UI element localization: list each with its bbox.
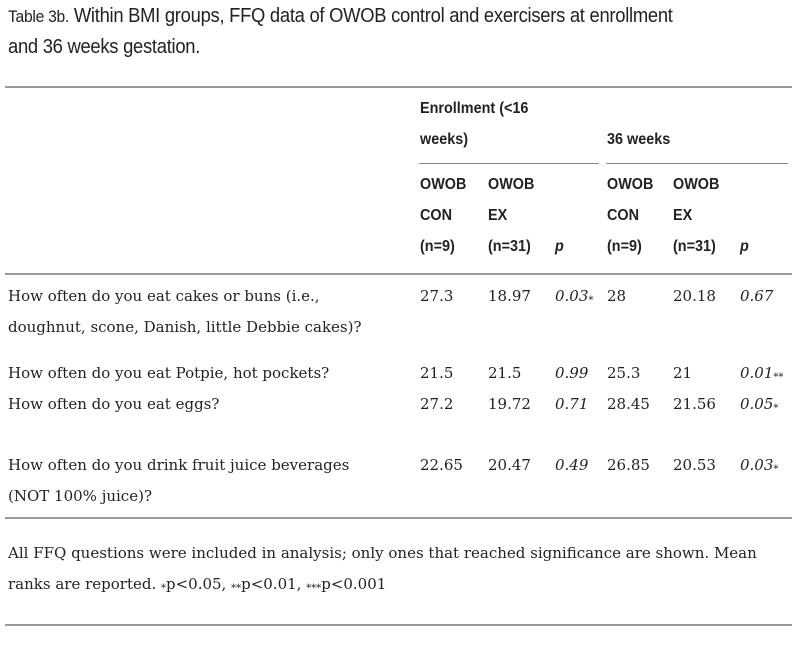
question-text: How often do you drink fruit juice bever… [8,456,350,474]
mean-rank: 20.18 [673,286,716,306]
cell-value: 0.99 [555,364,589,382]
mean-rank: 28 [607,286,626,306]
group-rule-2 [606,163,788,164]
cell-value: 26.85 [607,456,650,474]
cell-value: 0.03 [740,456,774,474]
footnote-text: p<0.05, [165,575,232,593]
cell-value: 19.72 [488,395,531,413]
mean-rank: 21.5 [488,363,521,383]
question-text: How often do you eat eggs? [8,395,220,413]
mean-rank: 27.3 [420,286,453,306]
end-rule [5,624,792,626]
p-value: 0.03* [740,455,778,480]
cell-value: 20.47 [488,456,531,474]
mean-rank: 22.65 [420,455,463,475]
column-header: (n=9) [607,238,642,255]
question-text: (NOT 100% juice)? [8,487,152,505]
mean-rank: 21 [673,363,692,383]
cell-value: 0.67 [740,287,774,305]
column-header: CON [607,207,640,224]
footnote-text: ranks are reported. [8,575,161,593]
cell-value: 27.2 [420,395,454,413]
footnote-text: p<0.001 [321,575,387,593]
cell-value: 0.71 [555,395,589,413]
sig-marker: *** [306,583,322,594]
cell-value: 0.01 [740,364,774,382]
p-value: 0.01** [740,363,783,388]
caption-text-2: and 36 weeks gestation. [8,36,201,58]
p-value: 0.03* [555,286,593,311]
sig-marker: ** [773,372,784,383]
p-value: 0.67 [740,286,773,306]
cell-value: 27.3 [420,287,454,305]
column-header: CON [420,207,453,224]
cell-value: 28.45 [607,395,650,413]
cell-value: 0.03 [555,287,589,305]
p-value: 0.49 [555,455,588,475]
cell-value: 25.3 [607,364,641,382]
column-header: EX [673,207,693,224]
column-header: p [740,238,749,255]
column-header: p [555,238,564,255]
question-text: doughnut, scone, Danish, little Debbie c… [8,318,362,336]
top-rule [5,86,792,88]
p-value: 0.05* [740,394,778,419]
question-text: How often do you eat cakes or buns (i.e.… [8,287,320,305]
cell-value: 18.97 [488,287,531,305]
sig-marker: * [773,403,779,414]
mean-rank: 28.45 [607,394,650,414]
column-header: EX [488,207,508,224]
cell-value: 20.53 [673,456,716,474]
mean-rank: 27.2 [420,394,453,414]
mean-rank: 18.97 [488,286,531,306]
mean-rank: 25.3 [607,363,640,383]
caption-label: Table 3b. [8,7,69,26]
footnote-line-1: All FFQ questions were included in analy… [8,544,757,562]
p-value: 0.99 [555,363,588,383]
column-header: (n=31) [673,238,716,255]
sig-marker: * [773,464,779,475]
column-header: OWOB [607,176,654,193]
mean-rank: 20.53 [673,455,716,475]
footnote-text: p<0.01, [241,575,307,593]
column-header: (n=9) [420,238,455,255]
column-header: (n=31) [488,238,531,255]
table-caption: Table 3b. Within BMI groups, FFQ data of… [8,6,673,27]
group-rule-1 [419,163,599,164]
sig-marker: ** [231,583,242,594]
cell-value: 21.56 [673,395,716,413]
bottom-rule [5,517,792,519]
column-header: OWOB [420,176,467,193]
sig-marker: * [160,583,166,594]
cell-value: 21.5 [420,364,454,382]
mean-rank: 26.85 [607,455,650,475]
cell-value: 22.65 [420,456,463,474]
footnote-line-2: ranks are reported. *p<0.05, **p<0.01, *… [8,574,386,599]
question-text: How often do you eat Potpie, hot pockets… [8,364,330,382]
cell-value: 21 [673,364,693,382]
mean-rank: 21.56 [673,394,716,414]
header-rule [5,273,792,275]
group-header-enrollment-2: weeks) [420,131,469,148]
cell-value: 28 [607,287,627,305]
cell-value: 0.49 [555,456,589,474]
cell-value: 20.18 [673,287,716,305]
sig-marker: * [588,295,594,306]
cell-value: 21.5 [488,364,522,382]
mean-rank: 20.47 [488,455,531,475]
cell-value: 0.05 [740,395,774,413]
column-header: OWOB [673,176,720,193]
group-header-36weeks: 36 weeks [607,131,671,148]
group-header-enrollment: Enrollment (<16 [420,100,529,117]
column-header: OWOB [488,176,535,193]
mean-rank: 19.72 [488,394,531,414]
caption-text: Within BMI groups, FFQ data of OWOB cont… [68,5,673,27]
mean-rank: 21.5 [420,363,453,383]
p-value: 0.71 [555,394,588,414]
